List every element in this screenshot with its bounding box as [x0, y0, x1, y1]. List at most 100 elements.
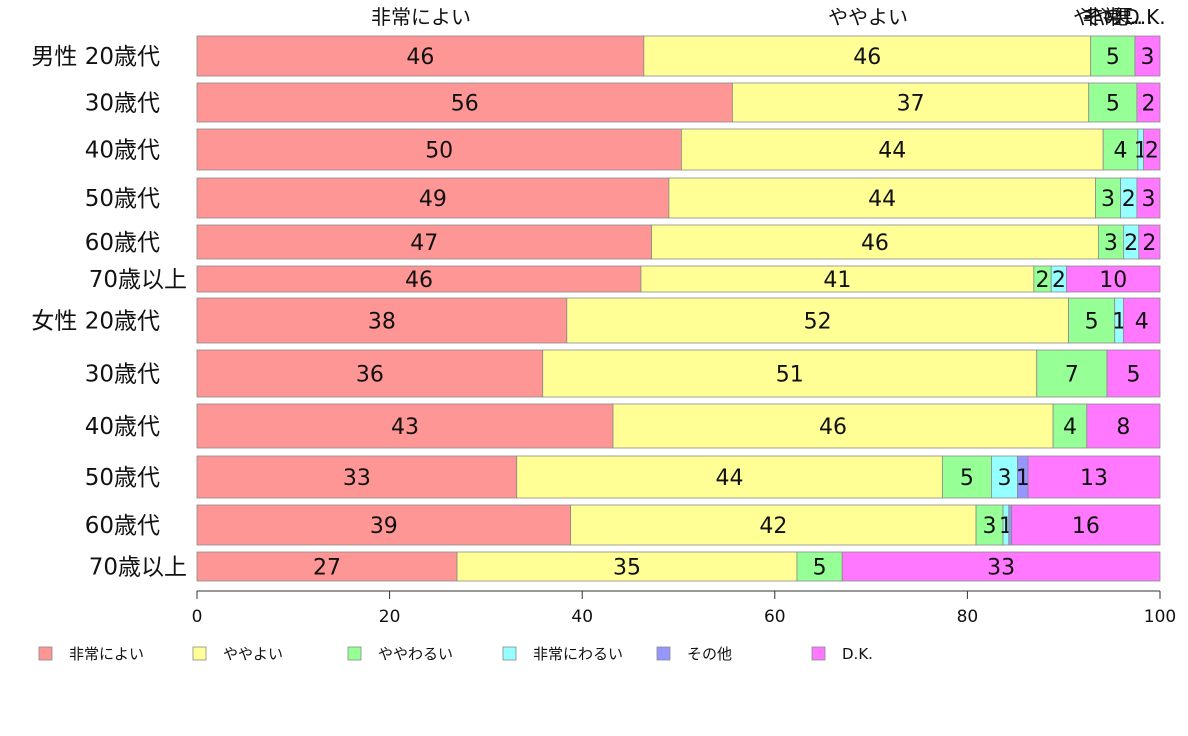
data-label: 2 — [1145, 139, 1159, 164]
data-label: 8 — [1116, 415, 1130, 440]
data-label: 52 — [804, 310, 832, 335]
data-label: 4 — [1114, 139, 1128, 164]
data-label: 2 — [1141, 92, 1155, 117]
bar-segment — [1123, 297, 1161, 344]
bar-segment — [1106, 349, 1161, 398]
top-category-label: D.K. — [1124, 5, 1165, 29]
data-label: 4 — [1135, 310, 1149, 335]
row-label: 40歳代 — [85, 138, 160, 164]
bar-segment — [456, 551, 798, 582]
data-label: 46 — [861, 231, 889, 256]
bar-segment — [1086, 403, 1161, 449]
bar-segment — [643, 35, 1092, 77]
data-label: 44 — [878, 139, 906, 164]
data-label: 44 — [868, 187, 896, 212]
x-tick-label: 100 — [1144, 607, 1176, 627]
bar-segment — [1090, 35, 1136, 77]
data-label: 41 — [823, 268, 851, 293]
data-label: 36 — [356, 363, 384, 388]
bar-segment — [668, 177, 1096, 219]
data-label: 5 — [813, 556, 827, 581]
row-label: 40歳代 — [85, 414, 160, 440]
x-axis: 0 20 40 60 80 100 — [192, 590, 1176, 627]
row-label: 60歳代 — [85, 230, 160, 256]
data-label: 46 — [853, 45, 881, 70]
legend: 非常によい ややよい ややわるい 非常にわるい その他 D.K. — [38, 645, 873, 663]
x-tick-label: 20 — [379, 607, 401, 627]
top-category-label: 非常によい — [371, 5, 471, 29]
top-category-label: ややよい — [828, 5, 908, 29]
data-label: 5 — [960, 466, 974, 491]
data-label: 33 — [343, 466, 371, 491]
row-label: 30歳代 — [85, 362, 160, 388]
bar-segment — [1052, 403, 1088, 449]
data-label: 5 — [1085, 310, 1099, 335]
row-label: 70歳以上 — [89, 555, 187, 581]
data-label: 16 — [1072, 514, 1100, 539]
data-label: 7 — [1065, 363, 1079, 388]
data-label: 2 — [1036, 268, 1050, 293]
bar-segment — [1136, 177, 1161, 219]
bar-segment — [680, 128, 1104, 171]
bar-segment — [196, 128, 682, 171]
data-label: 46 — [406, 45, 434, 70]
data-label: 35 — [613, 556, 641, 581]
bar-segment — [196, 349, 544, 398]
data-label: 50 — [425, 139, 453, 164]
bar-segment — [1095, 177, 1121, 219]
data-label: 44 — [716, 466, 744, 491]
data-label: 5 — [1127, 363, 1141, 388]
data-label: 49 — [419, 187, 447, 212]
legend-label: ややわるい — [378, 645, 453, 663]
data-label: 1 — [1016, 466, 1030, 491]
data-label: 27 — [313, 556, 341, 581]
data-label: 43 — [391, 415, 419, 440]
row-label: 60歳代 — [85, 513, 160, 539]
bar-segment — [1138, 224, 1161, 260]
top-category-label: 非常… — [1083, 5, 1143, 29]
plot-area: 非常によい ややよい やや悪…非常…その…D.K.男性 20歳代 46 46 5 330歳代… — [31, 5, 1166, 582]
bar-segment — [196, 551, 458, 582]
legend-swatch — [811, 646, 826, 661]
bar-segment — [612, 403, 1054, 449]
bar-segment — [941, 455, 992, 499]
x-tick-label: 80 — [957, 607, 979, 627]
bar-segment — [516, 455, 943, 499]
data-label: 33 — [987, 556, 1015, 581]
data-label: 51 — [776, 363, 804, 388]
data-label: 3 — [1141, 187, 1155, 212]
legend-label: 非常によい — [69, 645, 144, 663]
bar-segment — [196, 82, 733, 123]
bar-segment — [796, 551, 843, 582]
data-label: 2 — [1122, 187, 1136, 212]
data-label: 10 — [1099, 268, 1127, 293]
data-label: 3 — [1140, 45, 1154, 70]
bar-segment — [196, 504, 572, 546]
data-label: 46 — [819, 415, 847, 440]
bar-segment — [991, 455, 1018, 499]
bar-segment — [1008, 504, 1013, 546]
bar-segment — [570, 504, 977, 546]
bar-segment — [196, 297, 568, 344]
x-tick-label: 60 — [764, 607, 786, 627]
data-label: 2 — [1142, 231, 1156, 256]
legend-swatch — [192, 646, 207, 661]
row-label: 30歳代 — [85, 91, 160, 117]
bar-segment — [1027, 455, 1161, 499]
data-label: 46 — [405, 268, 433, 293]
row-label: 女性 20歳代 — [31, 309, 160, 335]
bar-segment — [566, 297, 1069, 344]
top-category-label: やや悪… — [1073, 5, 1153, 29]
legend-label: 非常にわるい — [533, 645, 623, 663]
data-label: 42 — [759, 514, 787, 539]
bar-segment — [1097, 224, 1124, 260]
data-label: 3 — [1101, 187, 1115, 212]
legend-swatch — [502, 646, 517, 661]
data-label: 5 — [1106, 45, 1120, 70]
legend-label: その他 — [687, 645, 732, 663]
data-label: 4 — [1063, 415, 1077, 440]
data-label: 39 — [370, 514, 398, 539]
bar-segment — [1068, 297, 1116, 344]
legend-label: ややよい — [223, 645, 283, 663]
row-label: 50歳代 — [85, 465, 160, 491]
